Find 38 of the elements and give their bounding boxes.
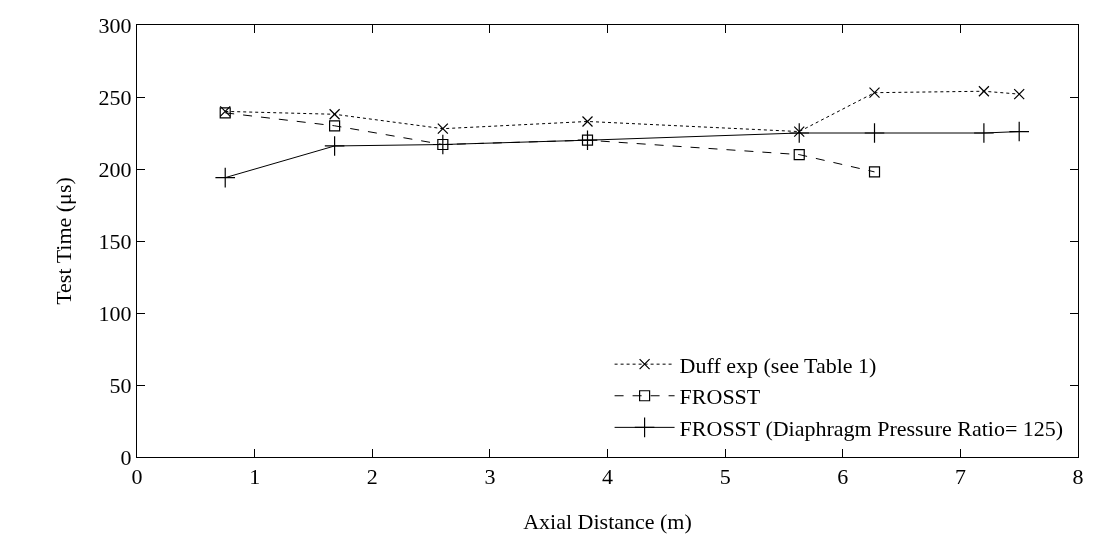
y-tick-label: 50 [109,372,132,398]
y-tick-label: 0 [120,444,132,470]
point [868,166,881,178]
legend-label: FROSST (Diaphragm Pressure Ratio= 125) [679,415,1064,441]
y-tick-label: 200 [98,156,132,182]
y-tick-label: 150 [98,228,132,254]
point [329,120,341,132]
y-tick-label: 300 [98,12,132,38]
point [437,123,449,135]
point [868,87,881,99]
x-tick-label: 8 [1072,464,1084,490]
y-tick-label: 100 [98,300,132,326]
point [788,122,810,144]
y-axis-title: Test Time (μs) [51,177,77,305]
legend-label: Duff exp (see Table 1) [679,352,877,378]
point [973,122,995,144]
y-tick-label: 250 [98,84,132,110]
x-tick-label: 6 [837,464,849,490]
x-tick-label: 4 [602,464,613,490]
x-tick-label: 3 [484,464,496,490]
x-axis-title: Axial Distance (m) [523,509,692,535]
point [793,149,805,161]
point [577,129,598,151]
legend-label: FROSST [679,384,761,410]
point [793,125,805,138]
x-tick-label: 1 [249,464,261,490]
point [1013,88,1025,100]
point [978,85,990,97]
point [214,167,236,189]
point [581,115,594,128]
point [324,135,346,157]
x-tick-label: 5 [719,464,731,490]
x-tick-label: 7 [954,464,966,490]
point [329,108,341,120]
point [864,122,885,144]
point [581,134,594,146]
point [1008,121,1030,142]
x-tick-label: 2 [366,464,378,490]
